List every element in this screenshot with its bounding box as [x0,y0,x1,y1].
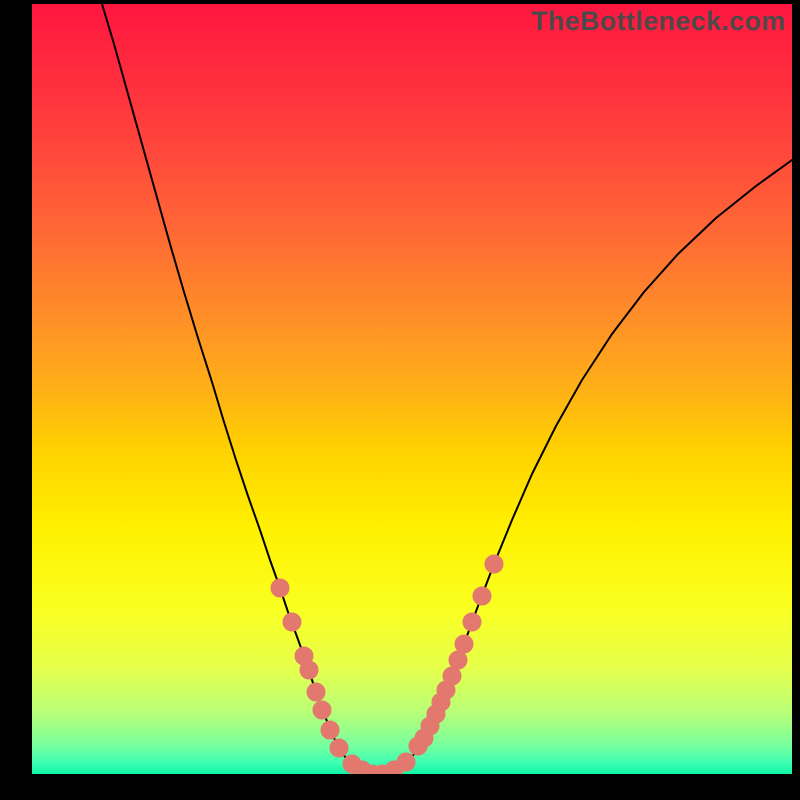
curve-layer [32,4,792,774]
marker-point [485,555,503,573]
marker-point [300,661,318,679]
marker-point [271,579,289,597]
marker-point [449,651,467,669]
marker-point [283,613,301,631]
marker-point [307,683,325,701]
watermark-text: TheBottleneck.com [532,6,786,37]
marker-point [473,587,491,605]
chart-frame: TheBottleneck.com [0,0,800,800]
marker-point [397,753,415,771]
border-right [792,0,800,800]
marker-point [443,667,461,685]
border-top [0,0,800,4]
marker-group [271,555,503,774]
border-left [0,0,32,800]
border-bottom [0,774,800,800]
marker-point [321,721,339,739]
plot-area [32,4,792,774]
right-curve [376,160,792,774]
marker-point [455,635,473,653]
marker-point [330,739,348,757]
marker-point [313,701,331,719]
marker-point [463,613,481,631]
left-curve [102,4,376,774]
